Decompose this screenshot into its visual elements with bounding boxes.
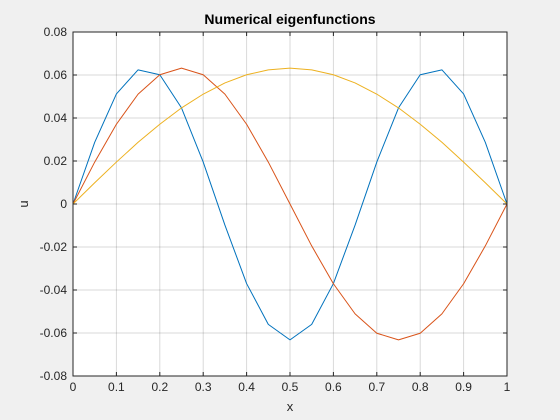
chart-title: Numerical eigenfunctions <box>204 11 375 27</box>
y-tick-label: 0 <box>60 197 67 211</box>
y-tick-label: -0.04 <box>40 283 68 297</box>
y-tick-label: 0.06 <box>44 68 68 82</box>
y-tick-label: 0.08 <box>44 25 68 39</box>
x-axis-ticks: 0 0.1 0.2 0.3 0.4 0.5 0.6 0.7 0.8 0.9 1 <box>70 32 511 394</box>
grid <box>73 32 507 376</box>
y-tick-label: -0.06 <box>40 326 68 340</box>
y-axis-ticks: -0.08 -0.06 -0.04 -0.02 0 0.02 0.04 0.06 0.08 <box>40 25 507 383</box>
series-line-1 <box>72 69 508 341</box>
x-axis-label: x <box>287 399 294 414</box>
series-line-2 <box>72 67 508 341</box>
y-tick-label: -0.08 <box>40 369 68 383</box>
x-tick-label: 0.3 <box>195 380 212 394</box>
x-tick-label: 0 <box>70 380 77 394</box>
x-tick-label: 0.7 <box>368 380 385 394</box>
x-tick-label: 1 <box>504 380 511 394</box>
x-tick-label: 0.2 <box>151 380 168 394</box>
series-group <box>72 67 508 341</box>
y-axis-label: u <box>16 200 31 207</box>
x-tick-label: 0.6 <box>325 380 342 394</box>
x-tick-label: 0.9 <box>455 380 472 394</box>
y-tick-label: 0.02 <box>44 154 68 168</box>
x-tick-label: 0.8 <box>412 380 429 394</box>
x-tick-label: 0.4 <box>238 380 255 394</box>
y-tick-label: 0.04 <box>44 111 68 125</box>
x-tick-label: 0.5 <box>282 380 299 394</box>
y-tick-label: -0.02 <box>40 240 68 254</box>
x-tick-label: 0.1 <box>108 380 125 394</box>
series-line-3 <box>72 67 508 205</box>
